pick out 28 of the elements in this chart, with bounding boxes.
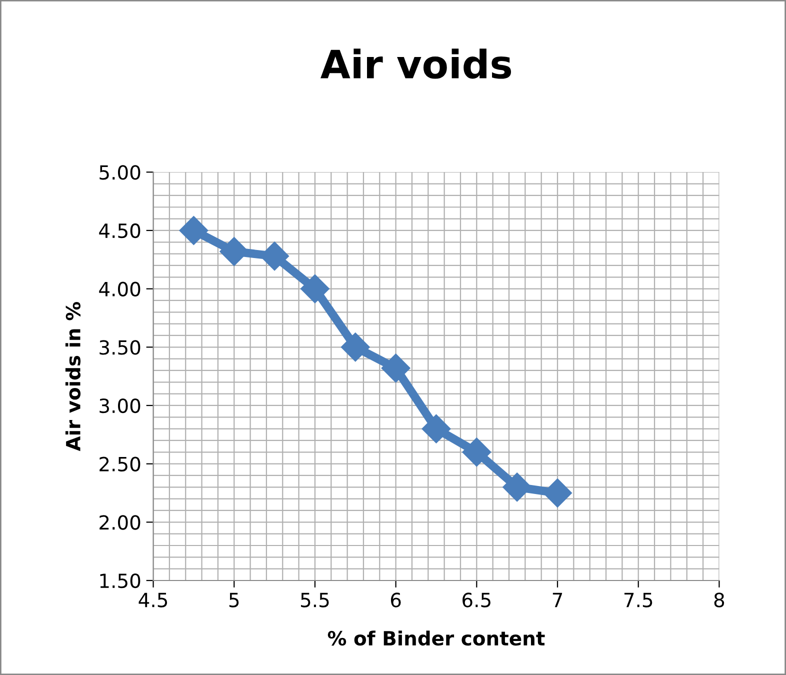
x-tick-label: 5 [229, 592, 239, 608]
y-tick-label: 1.50 [100, 573, 140, 588]
point [462, 438, 492, 467]
x-tick-label: 7.5 [624, 592, 652, 608]
point [543, 478, 572, 508]
point [179, 216, 208, 245]
point [300, 274, 330, 304]
y-tick-label: 5.00 [100, 165, 140, 180]
chart-title: Air voids [320, 48, 511, 79]
point [502, 472, 532, 502]
x-tick-label: 8 [714, 592, 724, 608]
point [381, 354, 410, 383]
y-tick-label: 4.00 [99, 282, 140, 296]
y-tick-label: 2.00 [100, 515, 140, 530]
y-tick-label: 3.50 [100, 340, 140, 355]
x-tick-label: 6 [390, 592, 401, 608]
x-tick-label: 5.5 [301, 592, 329, 608]
point [260, 242, 289, 271]
point [340, 332, 370, 362]
point [422, 414, 451, 444]
y-axis-title: Air voids in % [65, 302, 81, 452]
x-tick-label: 7 [552, 592, 562, 608]
x-tick-label: 6.5 [462, 592, 490, 608]
y-tick-label: 4.50 [99, 223, 140, 238]
x-tick-label: 4.5 [138, 592, 168, 608]
y-tick-label: 2.50 [100, 456, 140, 472]
y-tick-label: 3.00 [100, 398, 140, 414]
x-axis-title: % of Binder content [328, 630, 545, 646]
